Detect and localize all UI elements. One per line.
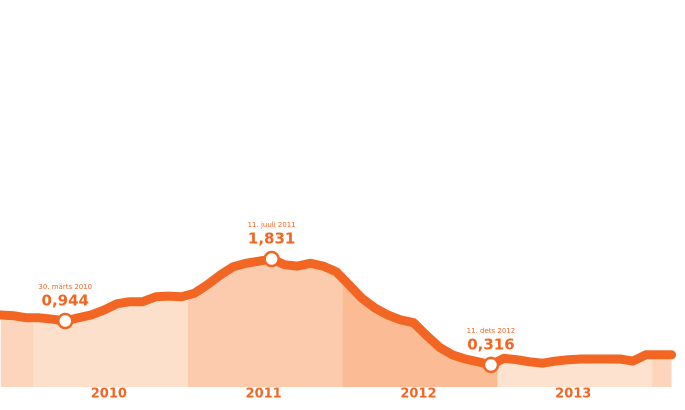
data-label: 1,831 <box>248 230 295 248</box>
x-tick-label: 2011 <box>246 387 282 402</box>
point-marker <box>482 356 500 374</box>
area-band <box>497 259 653 387</box>
area-band <box>33 259 188 387</box>
point-marker <box>57 312 74 330</box>
line <box>0 254 677 370</box>
date-label: 11. juuli 2011 <box>248 221 296 229</box>
data-label: 0,944 <box>42 292 89 310</box>
data-label: 0,316 <box>467 335 514 353</box>
area-band <box>187 259 343 387</box>
point-marker <box>263 250 280 268</box>
area-bands <box>0 259 672 387</box>
date-label: 11. dets 2012 <box>467 327 516 335</box>
x-tick-label: 2013 <box>555 387 591 402</box>
x-tick-label: 2010 <box>91 387 127 402</box>
date-label: 30. märts 2010 <box>38 283 92 291</box>
x-tick-label: 2012 <box>400 387 436 402</box>
